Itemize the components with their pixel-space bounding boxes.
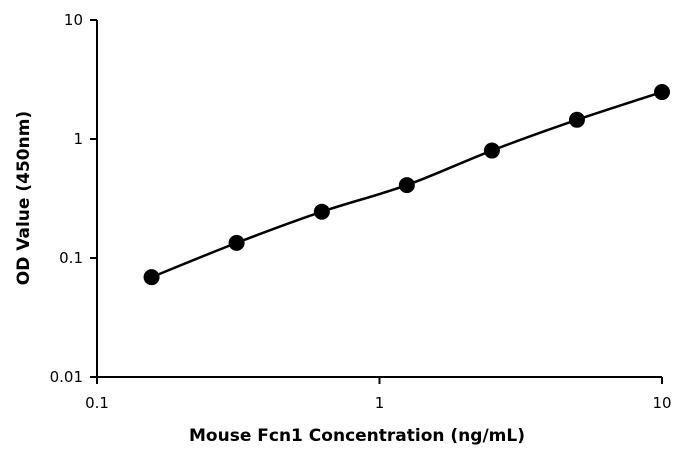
data-point bbox=[483, 142, 500, 159]
data-point bbox=[228, 234, 245, 251]
y-tick-label: 10 bbox=[64, 11, 83, 29]
data-point bbox=[313, 203, 330, 220]
y-ticks: 0.01 0.1 1 10 bbox=[50, 11, 97, 386]
x-ticks: 0.1 1 10 bbox=[85, 377, 672, 412]
y-tick-label: 1 bbox=[73, 130, 83, 148]
y-axis: 0.01 0.1 1 10 bbox=[50, 11, 98, 386]
x-tick-label: 0.1 bbox=[85, 394, 109, 412]
data-point bbox=[143, 269, 160, 286]
data-point bbox=[398, 177, 415, 194]
x-axis-title: Mouse Fcn1 Concentration (ng/mL) bbox=[189, 426, 525, 446]
data-point bbox=[654, 84, 670, 101]
x-tick-label: 1 bbox=[375, 394, 385, 412]
y-axis-title: OD Value (450nm) bbox=[14, 111, 34, 285]
series-layer bbox=[143, 84, 670, 286]
x-tick-label: 10 bbox=[652, 394, 671, 412]
y-tick-label: 0.1 bbox=[59, 249, 83, 267]
y-tick-label: 0.01 bbox=[50, 368, 83, 386]
data-point bbox=[568, 111, 585, 128]
x-axis: 0.1 1 10 bbox=[85, 376, 672, 412]
